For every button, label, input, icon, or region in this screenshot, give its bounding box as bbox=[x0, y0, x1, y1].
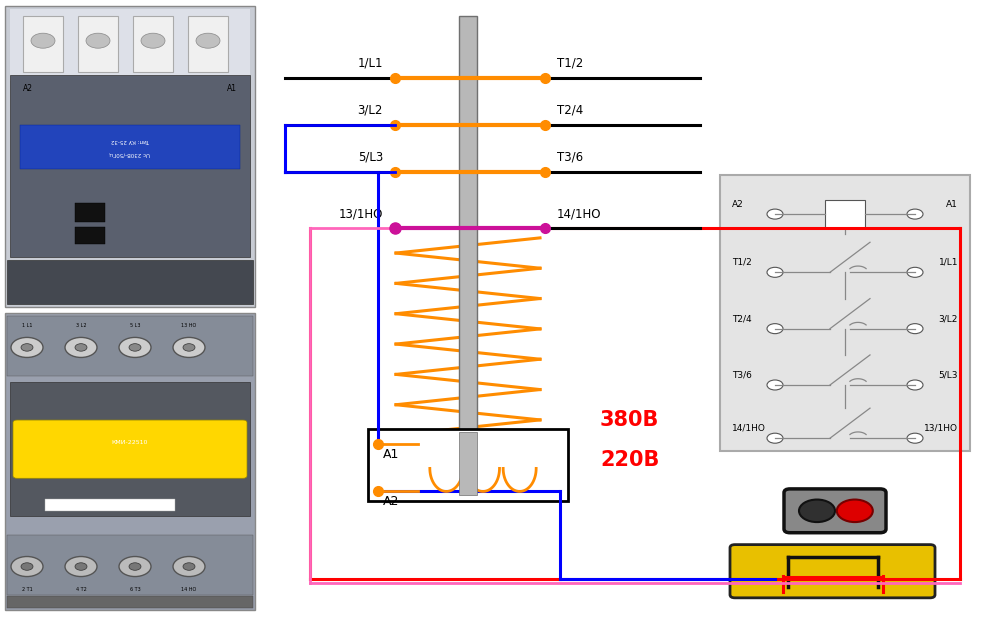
Text: 14/1НО: 14/1НО bbox=[557, 207, 602, 220]
Circle shape bbox=[837, 500, 873, 522]
Circle shape bbox=[907, 380, 923, 390]
Text: 1/L1: 1/L1 bbox=[358, 57, 383, 70]
Text: A1: A1 bbox=[946, 200, 958, 208]
Bar bbox=[75, 227, 105, 244]
Circle shape bbox=[907, 433, 923, 443]
Circle shape bbox=[799, 500, 835, 522]
Text: 5 L3: 5 L3 bbox=[130, 323, 140, 328]
Circle shape bbox=[119, 337, 151, 357]
Circle shape bbox=[65, 557, 97, 577]
Bar bbox=[23, 16, 63, 72]
Text: 13/1НО: 13/1НО bbox=[924, 424, 958, 433]
Bar bbox=[10, 382, 250, 516]
Text: 220В: 220В bbox=[600, 450, 659, 470]
Text: A2: A2 bbox=[383, 495, 399, 508]
FancyBboxPatch shape bbox=[784, 489, 886, 533]
Bar bbox=[10, 9, 250, 81]
Text: 13 HO: 13 HO bbox=[181, 323, 197, 328]
Bar bbox=[78, 16, 118, 72]
Text: A1: A1 bbox=[383, 448, 399, 461]
Circle shape bbox=[183, 563, 195, 570]
Circle shape bbox=[31, 33, 55, 48]
Circle shape bbox=[767, 380, 783, 390]
Bar bbox=[188, 16, 228, 72]
Circle shape bbox=[183, 344, 195, 351]
Circle shape bbox=[65, 337, 97, 357]
Text: КМИ-22510: КМИ-22510 bbox=[112, 441, 148, 446]
Text: T3/6: T3/6 bbox=[557, 151, 583, 164]
Bar bbox=[45, 499, 175, 511]
Circle shape bbox=[129, 563, 141, 570]
Bar bbox=[10, 75, 250, 257]
Text: 13/1НО: 13/1НО bbox=[339, 207, 383, 220]
Text: 14/1НО: 14/1НО bbox=[732, 424, 766, 433]
Text: T3/6: T3/6 bbox=[732, 371, 752, 379]
Bar bbox=[5, 6, 255, 307]
FancyBboxPatch shape bbox=[730, 545, 935, 598]
Bar bbox=[7, 316, 253, 376]
Text: 1 L1: 1 L1 bbox=[22, 323, 32, 328]
FancyBboxPatch shape bbox=[720, 175, 970, 451]
Circle shape bbox=[907, 209, 923, 219]
Text: 3/L2: 3/L2 bbox=[358, 104, 383, 117]
Text: 4 T2: 4 T2 bbox=[76, 587, 86, 592]
Bar bbox=[459, 16, 477, 441]
Text: A1: A1 bbox=[227, 84, 237, 93]
Circle shape bbox=[196, 33, 220, 48]
Text: 5/L3: 5/L3 bbox=[358, 151, 383, 164]
Bar bbox=[5, 313, 255, 610]
Circle shape bbox=[907, 267, 923, 277]
Bar bbox=[459, 432, 477, 495]
Bar bbox=[368, 429, 568, 501]
Circle shape bbox=[75, 563, 87, 570]
Circle shape bbox=[907, 324, 923, 334]
Text: 3 L2: 3 L2 bbox=[76, 323, 86, 328]
Text: 14 HO: 14 HO bbox=[181, 587, 197, 592]
Text: T1/2: T1/2 bbox=[732, 258, 752, 267]
Text: A2: A2 bbox=[23, 84, 33, 93]
Circle shape bbox=[767, 433, 783, 443]
Text: 3/L2: 3/L2 bbox=[939, 314, 958, 323]
Circle shape bbox=[21, 563, 33, 570]
Bar bbox=[7, 596, 253, 608]
Circle shape bbox=[129, 344, 141, 351]
Circle shape bbox=[767, 324, 783, 334]
Circle shape bbox=[119, 557, 151, 577]
Bar bbox=[75, 203, 105, 222]
Bar bbox=[20, 125, 240, 169]
Bar bbox=[7, 535, 253, 595]
Text: 6 T3: 6 T3 bbox=[130, 587, 140, 592]
Bar bbox=[133, 16, 173, 72]
Text: Uс 230В-/50Гц: Uс 230В-/50Гц bbox=[110, 152, 150, 157]
Text: 380В: 380В bbox=[600, 409, 659, 429]
Bar bbox=[825, 200, 865, 228]
Text: T1/2: T1/2 bbox=[557, 57, 583, 70]
Text: Тип: КУ 25-32: Тип: КУ 25-32 bbox=[110, 138, 150, 143]
Text: 1/L1: 1/L1 bbox=[938, 258, 958, 267]
Text: T2/4: T2/4 bbox=[557, 104, 583, 117]
Text: 2 T1: 2 T1 bbox=[22, 587, 32, 592]
Circle shape bbox=[86, 33, 110, 48]
Bar bbox=[7, 260, 253, 304]
Circle shape bbox=[141, 33, 165, 48]
FancyBboxPatch shape bbox=[13, 420, 247, 478]
Text: A2: A2 bbox=[732, 200, 744, 208]
Text: T2/4: T2/4 bbox=[732, 314, 752, 323]
Circle shape bbox=[173, 337, 205, 357]
Circle shape bbox=[767, 267, 783, 277]
Circle shape bbox=[11, 557, 43, 577]
Circle shape bbox=[11, 337, 43, 357]
Circle shape bbox=[75, 344, 87, 351]
Text: 5/L3: 5/L3 bbox=[938, 371, 958, 379]
Circle shape bbox=[173, 557, 205, 577]
Circle shape bbox=[767, 209, 783, 219]
Circle shape bbox=[21, 344, 33, 351]
